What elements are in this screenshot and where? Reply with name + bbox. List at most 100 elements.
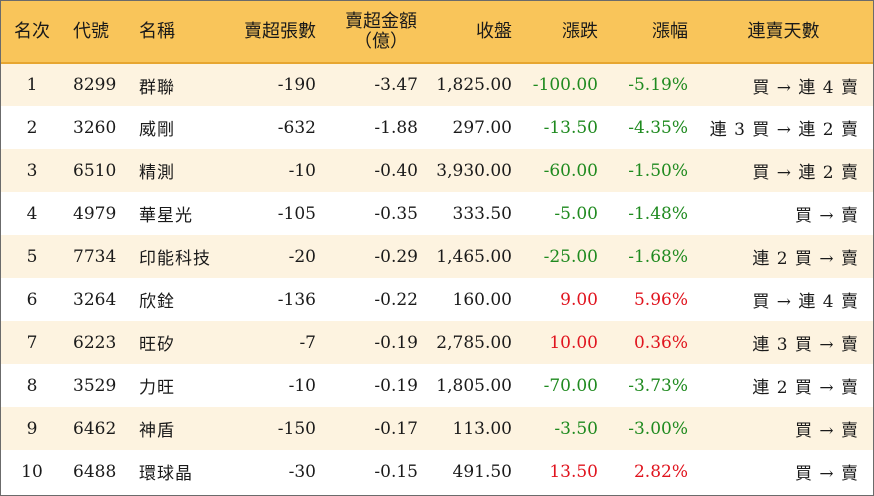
cell-lots: -7: [299, 332, 316, 353]
cell-streak: 連 2 買 → 賣: [752, 249, 859, 269]
cell-amount: -0.17: [374, 418, 418, 439]
cell-code: 6223: [73, 332, 117, 353]
cell-rank: 5: [26, 246, 38, 267]
cell-lots: -20: [288, 246, 316, 267]
cell-streak: 買 → 賣: [794, 206, 859, 226]
cell-change: -3.50: [554, 418, 598, 439]
cell-close: 113.00: [452, 418, 512, 439]
cell-streak: 連 3 買 → 賣: [752, 335, 859, 355]
cell-code: 7734: [73, 246, 117, 267]
cell-code: 6488: [73, 461, 117, 482]
cell-name: 環球晶: [139, 464, 193, 484]
cell-rank: 1: [26, 75, 38, 95]
cell-code: 3260: [73, 117, 117, 138]
table-row: 10 6488 環球晶 -30 -0.15 491.50 13.50 2.82% 買 → 賣: [1, 450, 873, 493]
cell-amount: -0.15: [374, 461, 418, 482]
cell-code: 4979: [73, 203, 117, 224]
table-row: 7 6223 旺矽 -7 -0.19 2,785.00 10.00 0.36% 連 3 買 → …: [1, 321, 873, 364]
cell-streak: 連 2 買 → 賣: [752, 378, 859, 398]
cell-streak: 連 3 買 → 連 2 賣: [709, 120, 859, 140]
table-row: 8 3529 力旺 -10 -0.19 1,805.00 -70.00 -3.73% 連 2 買…: [1, 364, 873, 407]
cell-close: 1,465.00: [436, 246, 512, 267]
cell-change: 9.00: [560, 289, 598, 310]
header-streak: 連賣天數: [694, 1, 873, 64]
header-change-pct: 漲幅: [604, 1, 694, 64]
cell-amount: -0.19: [374, 332, 418, 353]
cell-change: -100.00: [532, 75, 598, 95]
cell-change-pct: 5.96%: [633, 289, 688, 310]
cell-streak: 買 → 連 4 賣: [752, 292, 859, 312]
cell-rank: 10: [21, 461, 43, 482]
header-row: 名次 代號 名稱 賣超張數 賣超金額 （億） 收盤 漲跌 漲幅 連賣天數: [1, 1, 873, 64]
cell-lots: -190: [277, 75, 316, 95]
cell-amount: -0.40: [374, 160, 418, 181]
cell-close: 333.50: [452, 203, 512, 224]
cell-close: 297.00: [452, 117, 512, 138]
header-amount-line2: （億）: [354, 30, 408, 52]
cell-change-pct: -1.68%: [628, 246, 688, 267]
cell-lots: -105: [277, 203, 316, 224]
cell-change-pct: -4.35%: [628, 117, 688, 138]
cell-change-pct: -3.00%: [628, 418, 688, 439]
cell-name: 印能科技: [139, 249, 211, 269]
cell-close: 160.00: [452, 289, 512, 310]
cell-change: -5.00: [554, 203, 598, 224]
cell-rank: 2: [26, 117, 38, 138]
cell-close: 1,825.00: [436, 75, 512, 95]
cell-name: 威剛: [139, 120, 175, 140]
table-row: 3 6510 精測 -10 -0.40 3,930.00 -60.00 -1.50% 買 → 連…: [1, 149, 873, 192]
cell-change: 10.00: [549, 332, 598, 353]
cell-change-pct: 0.36%: [633, 332, 688, 353]
table-body: 1 8299 群聯 -190 -3.47 1,825.00 -100.00 -5.19% 買 →…: [1, 63, 873, 493]
cell-amount: -3.47: [374, 75, 418, 95]
cell-change: -13.50: [543, 117, 598, 138]
cell-rank: 8: [26, 375, 38, 396]
header-code: 代號: [63, 1, 133, 64]
cell-lots: -136: [277, 289, 316, 310]
cell-change: -25.00: [543, 246, 598, 267]
cell-change-pct: -1.48%: [628, 203, 688, 224]
cell-amount: -0.22: [374, 289, 418, 310]
cell-name: 欣銓: [139, 292, 175, 312]
cell-name: 精測: [139, 163, 175, 183]
cell-name: 旺矽: [139, 335, 175, 355]
table-row: 5 7734 印能科技 -20 -0.29 1,465.00 -25.00 -1.68% 連 2…: [1, 235, 873, 278]
cell-name: 華星光: [139, 206, 193, 226]
cell-name: 群聯: [139, 77, 175, 98]
cell-change-pct: 2.82%: [633, 461, 688, 482]
cell-code: 6510: [73, 160, 117, 181]
cell-amount: -0.35: [374, 203, 418, 224]
cell-amount: -0.29: [374, 246, 418, 267]
cell-lots: -632: [277, 117, 316, 138]
table-row: 4 4979 華星光 -105 -0.35 333.50 -5.00 -1.48% 買 → 賣: [1, 192, 873, 235]
cell-streak: 買 → 賣: [794, 464, 859, 484]
cell-streak: 買 → 賣: [794, 421, 859, 441]
cell-close: 491.50: [452, 461, 512, 482]
cell-streak: 買 → 連 4 賣: [752, 77, 859, 98]
cell-rank: 7: [26, 332, 38, 353]
cell-close: 1,805.00: [436, 375, 512, 396]
cell-change-pct: -1.50%: [628, 160, 688, 181]
header-lots: 賣超張數: [233, 1, 324, 64]
cell-close: 3,930.00: [436, 160, 512, 181]
cell-amount: -0.19: [374, 375, 418, 396]
cell-lots: -30: [288, 461, 316, 482]
table-row: 2 3260 威剛 -632 -1.88 297.00 -13.50 -4.35% 連 3 買 …: [1, 106, 873, 149]
cell-change: -70.00: [543, 375, 598, 396]
header-name: 名稱: [133, 1, 233, 64]
table-row: 1 8299 群聯 -190 -3.47 1,825.00 -100.00 -5.19% 買 →…: [1, 63, 873, 106]
cell-streak: 買 → 連 2 賣: [752, 163, 859, 183]
cell-name: 力旺: [139, 378, 175, 398]
cell-lots: -150: [277, 418, 316, 439]
table-row: 6 3264 欣銓 -136 -0.22 160.00 9.00 5.96% 買 → 連 4 賣: [1, 278, 873, 321]
table-row: 9 6462 神盾 -150 -0.17 113.00 -3.50 -3.00% 買 → 賣: [1, 407, 873, 450]
cell-rank: 6: [26, 289, 38, 310]
header-amount: 賣超金額 （億）: [324, 1, 424, 64]
cell-code: 3529: [73, 375, 117, 396]
cell-name: 神盾: [139, 421, 175, 441]
cell-rank: 4: [26, 203, 38, 224]
header-amount-line1: 賣超金額: [345, 10, 417, 32]
cell-close: 2,785.00: [436, 332, 512, 353]
